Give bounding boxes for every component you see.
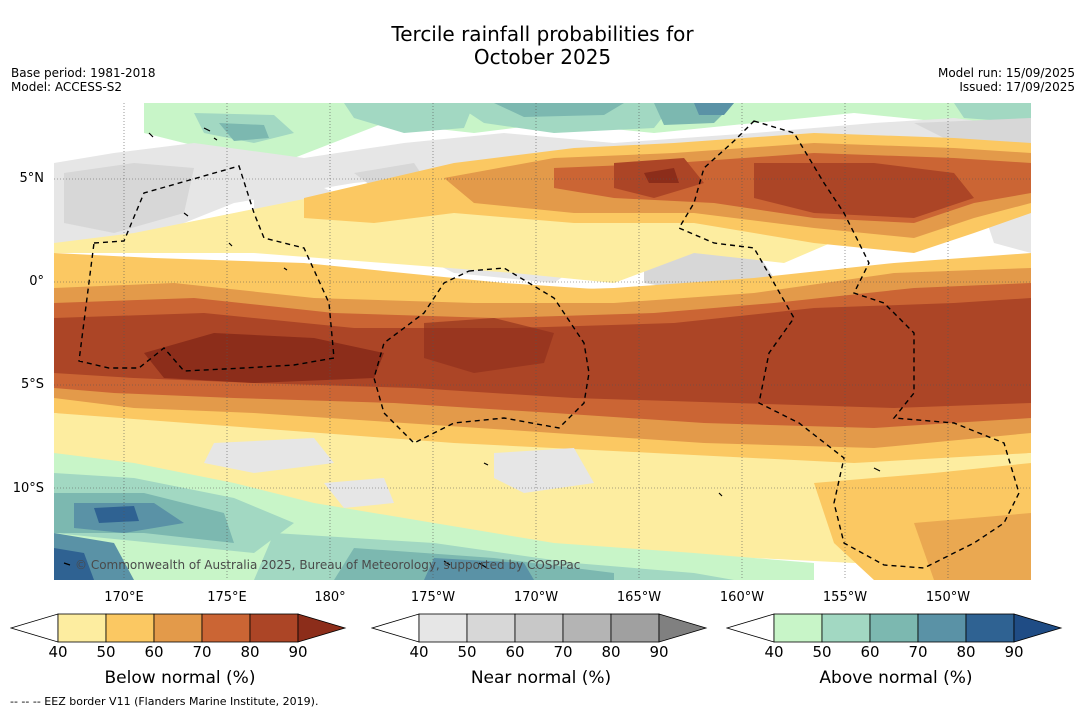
colorbar-segment <box>965 613 1015 643</box>
colorbar-tick-label: 70 <box>553 643 573 661</box>
base-period: Base period: 1981-2018 <box>11 66 156 80</box>
colorbar-segment <box>610 613 660 643</box>
colorbar-segment <box>201 613 251 643</box>
lon-tick-170e: 170°E <box>104 590 144 605</box>
colorbar-below-normal <box>10 613 347 643</box>
probability-shading <box>54 103 1031 580</box>
colorbar-tick-label: 50 <box>812 643 832 661</box>
colorbar-segment <box>514 613 564 643</box>
colorbar-tick-label: 70 <box>908 643 928 661</box>
copyright-notice: © Commonwealth of Australia 2025, Bureau… <box>75 558 581 572</box>
colorbar-above-normal <box>726 613 1063 643</box>
colorbar-tick-label: 70 <box>192 643 212 661</box>
colorbar-segment <box>105 613 155 643</box>
lon-tick-175w: 175°W <box>410 590 456 605</box>
colorbar-near-normal <box>371 613 708 643</box>
colorbar-tick-label: 60 <box>505 643 525 661</box>
colorbar-tick-label: 80 <box>240 643 260 661</box>
colorbar-tick-label: 80 <box>956 643 976 661</box>
colorbar-tick-label: 40 <box>764 643 784 661</box>
colorbar-segment <box>869 613 919 643</box>
colorbar-segment <box>249 613 299 643</box>
map-title-line1: Tercile rainfall probabilities for <box>391 22 694 46</box>
colorbar-over-triangle <box>1013 613 1063 643</box>
issued-date: Issued: 17/09/2025 <box>959 80 1075 94</box>
colorbar-segment <box>57 613 107 643</box>
lon-tick-160w: 160°W <box>719 590 765 605</box>
colorbar-tick-label: 60 <box>144 643 164 661</box>
lon-tick-150w: 150°W <box>925 590 971 605</box>
lon-tick-165w: 165°W <box>616 590 662 605</box>
colorbar-under-triangle <box>10 613 59 643</box>
lat-tick-5s: 5°S <box>20 377 44 392</box>
colorbar-tick-label: 50 <box>457 643 477 661</box>
colorbar-title-near: Near normal (%) <box>470 668 612 688</box>
lat-tick-5n: 5°N <box>19 171 45 186</box>
colorbar-over-triangle <box>658 613 708 643</box>
colorbar-tick-label: 90 <box>288 643 308 661</box>
coastlines <box>63 127 881 569</box>
colorbar-under-triangle <box>371 613 420 643</box>
colorbar-tick-label: 60 <box>860 643 880 661</box>
colorbar-under-triangle <box>726 613 775 643</box>
lon-tick-170w: 170°W <box>513 590 559 605</box>
colorbar-title-below: Below normal (%) <box>104 668 256 688</box>
colorbar-tick-label: 40 <box>48 643 68 661</box>
colorbar-tick-label: 50 <box>96 643 116 661</box>
colorbar-segment <box>821 613 871 643</box>
eez-borders <box>78 120 1020 569</box>
map-title-line2: October 2025 <box>473 45 612 69</box>
model-run: Model run: 15/09/2025 <box>937 66 1075 80</box>
colorbar-segment <box>153 613 203 643</box>
lat-tick-0: 0° <box>29 274 44 289</box>
eez-footnote: -- -- -- EEZ border V11 (Flanders Marine… <box>10 695 319 708</box>
colorbar-tick-label: 40 <box>409 643 429 661</box>
lon-tick-175e: 175°E <box>207 590 247 605</box>
model-name: Model: ACCESS-S2 <box>11 80 123 94</box>
gridlines <box>54 103 1031 580</box>
lat-tick-10s: 10°S <box>12 481 44 496</box>
colorbar-segment <box>418 613 468 643</box>
colorbar-tick-label: 80 <box>601 643 621 661</box>
colorbar-tick-label: 90 <box>649 643 669 661</box>
colorbar-segment <box>466 613 516 643</box>
colorbar-tick-label: 90 <box>1004 643 1024 661</box>
lon-tick-155w: 155°W <box>822 590 868 605</box>
lon-tick-180: 180° <box>314 590 346 605</box>
colorbar-over-triangle <box>297 613 347 643</box>
colorbar-segment <box>773 613 823 643</box>
colorbar-segment <box>562 613 612 643</box>
colorbar-segment <box>917 613 967 643</box>
colorbar-title-above: Above normal (%) <box>819 668 973 688</box>
probability-map <box>54 103 1031 580</box>
